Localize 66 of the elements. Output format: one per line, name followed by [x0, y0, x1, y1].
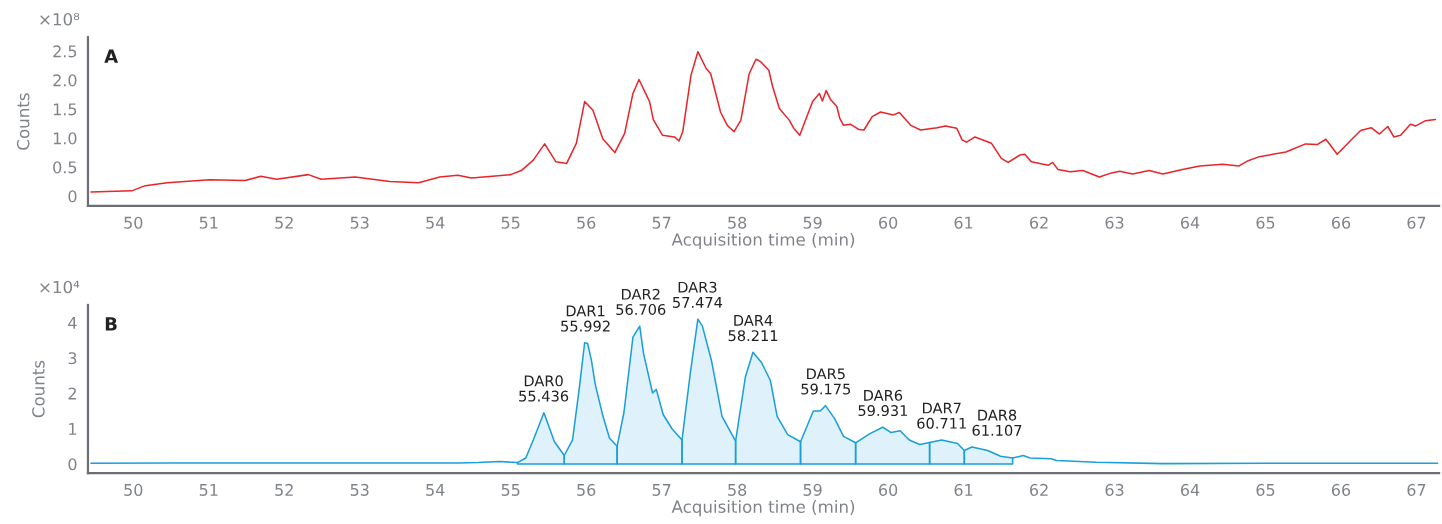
x-tick-label: 55 — [501, 216, 520, 229]
y-tick-label: 1.5 — [53, 103, 77, 116]
x-tick-label: 64 — [1180, 483, 1200, 496]
y-tick-label: 3 — [68, 352, 77, 365]
text: ×10⁸ — [40, 12, 80, 26]
x-tick-label: 55 — [501, 484, 520, 496]
annotation: DAR0 55.436 — [519, 375, 569, 402]
x-tick-label: 67 — [1407, 483, 1426, 496]
x-tick-label: 54 — [426, 484, 445, 496]
line-series — [90, 50, 1437, 193]
annotation: DAR2 56.706 — [616, 288, 666, 316]
x-tick-label: 53 — [350, 216, 369, 229]
x-tick-label: 58 — [728, 483, 747, 496]
x-tick-label: 54 — [426, 216, 445, 229]
x-tick-label: 52 — [275, 483, 293, 496]
y-tick-label: 0.5 — [53, 161, 77, 174]
x-tick-label: 52 — [275, 216, 293, 229]
x-tick-label: 61 — [954, 483, 973, 496]
annotation: DAR4 58.211 — [728, 315, 778, 342]
x-tick-label: 65 — [1256, 483, 1275, 496]
x-tick-label: 50 — [124, 216, 143, 229]
x-tick-label: 67 — [1407, 216, 1426, 229]
x-tick-label: 63 — [1105, 483, 1124, 496]
annotation: DAR6 59.931 — [858, 389, 908, 417]
y-axis-title: Counts — [16, 93, 30, 150]
x-tick-label: 51 — [199, 216, 218, 229]
annotation: DAR7 60.711 — [917, 402, 966, 429]
x-tick-label: 62 — [1030, 483, 1048, 496]
y-tick-label: 1.0 — [53, 132, 77, 145]
text: ×10⁴ — [40, 280, 80, 294]
annotation: DAR8 61.107 — [972, 409, 1022, 436]
annotation: DAR1 55.992 — [561, 305, 610, 332]
x-tick-label: 51 — [199, 484, 218, 496]
annotation: DAR5 59.175 — [801, 368, 851, 395]
x-tick-label: 58 — [728, 216, 747, 229]
x-tick-label: 66 — [1331, 483, 1351, 496]
x-tick-label: 57 — [652, 484, 671, 496]
x-tick-label: 64 — [1180, 216, 1200, 229]
annotation: DAR3 57.474 — [673, 281, 723, 308]
x-tick-label: 53 — [350, 483, 369, 496]
x-tick-label: 61 — [954, 216, 973, 229]
x-tick-label: 56 — [577, 216, 596, 229]
y-tick-label: 4 — [68, 317, 77, 329]
y-tick-label: 2 — [68, 387, 76, 400]
x-tick-label: 65 — [1256, 216, 1275, 229]
x-tick-label: 56 — [577, 483, 596, 496]
text: B — [105, 317, 117, 331]
y-tick-label: 0 — [68, 190, 77, 203]
y-tick-label: 2.5 — [53, 45, 77, 58]
x-tick-label: 66 — [1331, 216, 1351, 229]
x-tick-label: 62 — [1030, 216, 1048, 229]
x-axis-title: Acquisition time (min) — [671, 500, 855, 517]
text: A — [104, 49, 119, 63]
y-tick-label: 0 — [68, 458, 77, 471]
x-tick-label: 57 — [652, 216, 671, 229]
y-tick-label: 1 — [69, 423, 77, 435]
y-axis-title: Counts — [32, 360, 45, 418]
x-tick-label: 63 — [1105, 216, 1124, 229]
x-tick-label: 59 — [803, 483, 822, 496]
x-tick-label: 60 — [879, 216, 898, 229]
y-tick-label: 2.0 — [53, 74, 77, 87]
x-tick-label: 50 — [124, 483, 143, 496]
x-tick-label: 60 — [879, 483, 898, 496]
line-series — [1011, 454, 1439, 465]
x-axis-title: Acquisition time (min) — [671, 232, 855, 250]
x-tick-label: 59 — [803, 216, 822, 229]
